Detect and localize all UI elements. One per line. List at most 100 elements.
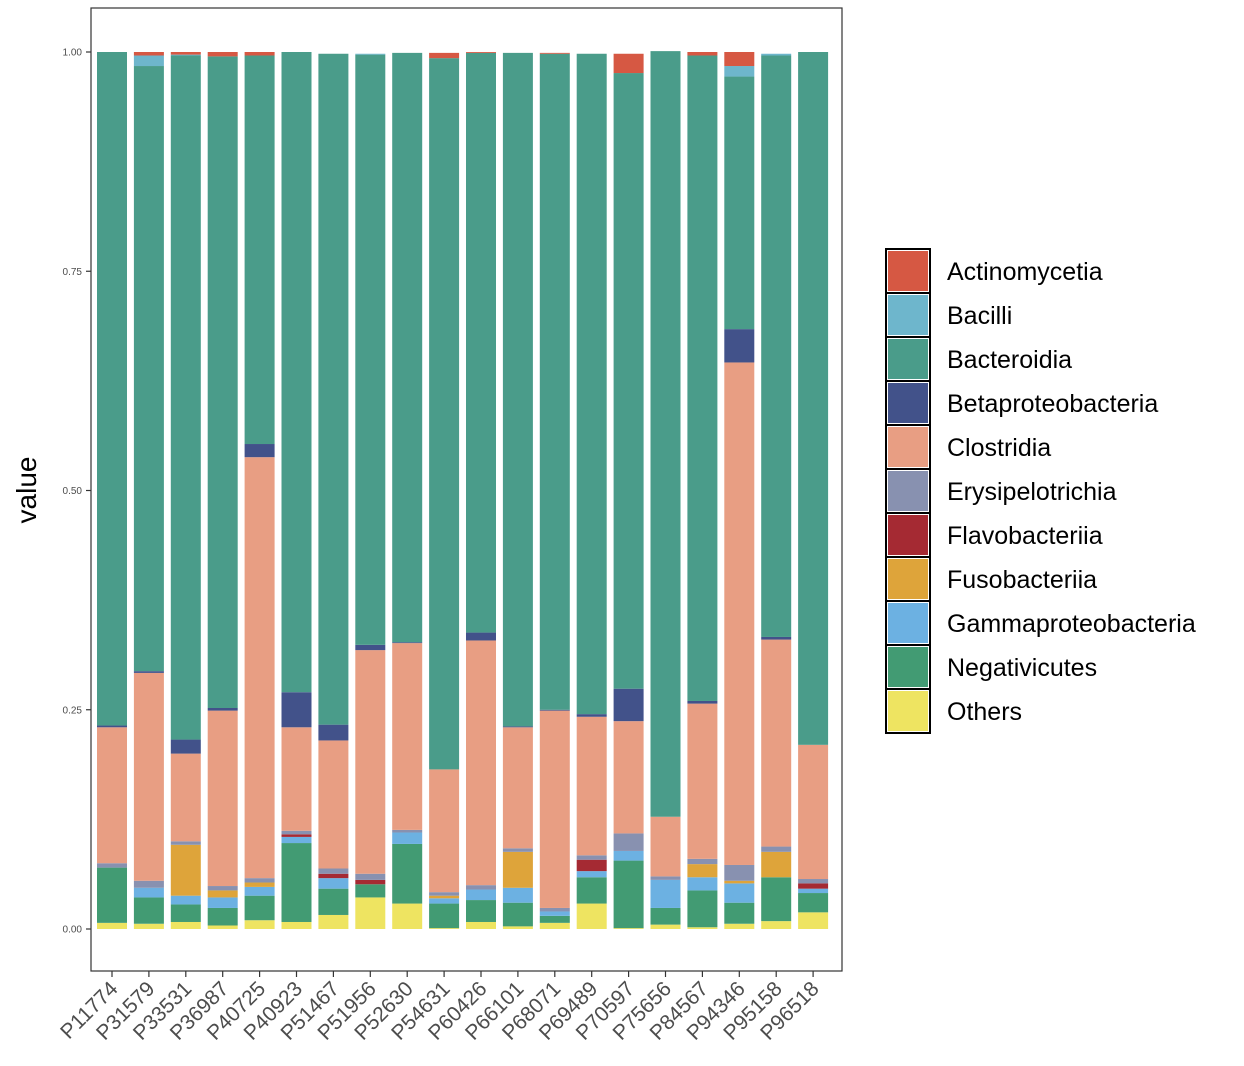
bar-segment-P40725-betaproteobacteria (244, 444, 275, 458)
y-axis-title: value (11, 457, 42, 524)
bar-segment-P54631-gammaproteobacteria (429, 898, 460, 904)
bar-segment-P52630-gammaproteobacteria (392, 832, 423, 844)
bar-segment-P36987-actinomycetia (207, 52, 238, 57)
bar-segment-P54631-clostridia (429, 769, 460, 893)
bar-segment-P75656-others (650, 924, 681, 929)
bar-segment-P51956-flavobacteriia (355, 879, 386, 885)
bar-segment-P52630-bacteroidia (392, 52, 423, 643)
bar-segment-P33531-erysipelotrichia (170, 841, 201, 845)
bar-segment-P95158-clostridia (761, 639, 792, 847)
bar-segment-P40923-clostridia (281, 727, 312, 831)
legend-swatch-fusobacteriia (888, 559, 928, 599)
bar-segment-P60426-actinomycetia (466, 52, 496, 53)
bar-segment-P51956-betaproteobacteria (355, 644, 386, 651)
bar-segment-P66101-bacteroidia (502, 52, 533, 727)
bar-segment-P40923-betaproteobacteria (281, 692, 312, 728)
legend-swatch-actinomycetia (888, 251, 928, 291)
bar-segment-P94346-betaproteobacteria (724, 329, 755, 363)
bar-segment-P66101-others (502, 926, 533, 929)
bar-segment-P94346-negativicutes (724, 902, 755, 924)
bar-segment-P95158-erysipelotrichia (761, 846, 792, 852)
bar-segment-P60426-others (466, 921, 496, 929)
bar-segment-P11774-betaproteobacteria (97, 725, 127, 728)
bar-segment-P60426-gammaproteobacteria (466, 889, 496, 901)
bar-segment-P69489-negativicutes (576, 877, 607, 904)
bar-segment-P40923-erysipelotrichia (281, 830, 312, 835)
bar-segment-P33531-clostridia (170, 753, 201, 842)
bar-segment-P70597-actinomycetia (613, 53, 644, 74)
bar-segment-P40923-flavobacteriia (281, 834, 312, 837)
bar-segment-P95158-bacteroidia (761, 55, 792, 637)
bar-segment-P69489-flavobacteriia (576, 859, 607, 872)
bar-segment-P40725-clostridia (244, 457, 275, 879)
legend-label-betaproteobacteria: Betaproteobacteria (947, 390, 1158, 418)
legend-swatch-betaproteobacteria (888, 383, 928, 423)
bar-segment-P70597-betaproteobacteria (613, 688, 644, 722)
bar-segment-P84567-others (687, 927, 718, 929)
bar-segment-P33531-gammaproteobacteria (170, 895, 201, 905)
bar-segment-P69489-erysipelotrichia (576, 855, 607, 860)
bar-segment-P94346-clostridia (724, 362, 755, 865)
bar-segment-P75656-erysipelotrichia (650, 876, 681, 880)
bar-segment-P54631-bacteroidia (429, 58, 460, 770)
bar-segment-P60426-clostridia (466, 640, 496, 886)
bar-segment-P51956-others (355, 897, 386, 929)
bar-segment-P51956-clostridia (355, 650, 386, 874)
bar-segment-P95158-betaproteobacteria (761, 636, 792, 640)
bar-segment-P70597-clostridia (613, 721, 644, 834)
bar-segment-P94346-bacilli (724, 66, 755, 77)
bar-segment-P54631-actinomycetia (429, 52, 460, 59)
bar-segment-P40923-negativicutes (281, 843, 312, 922)
bar-segment-P33531-fusobacteriia (170, 844, 201, 896)
bar-segment-P66101-betaproteobacteria (502, 726, 533, 728)
legend-swatch-others (888, 691, 928, 731)
bar-segment-P84567-actinomycetia (687, 52, 718, 56)
bar-segment-P95158-fusobacteriia (761, 851, 792, 878)
bar-segment-P94346-gammaproteobacteria (724, 883, 755, 903)
bar-segment-P68071-erysipelotrichia (539, 907, 570, 912)
bar-segment-P40923-others (281, 921, 312, 929)
bar-segment-P40725-bacteroidia (244, 55, 275, 445)
bar-segment-P69489-bacteroidia (576, 53, 607, 715)
y-axis: 0.00 0.25 0.50 0.75 1.00 (63, 48, 91, 936)
bar-segment-P84567-betaproteobacteria (687, 700, 718, 704)
bar-segment-P51467-erysipelotrichia (318, 868, 349, 874)
bar-segment-P68071-negativicutes (539, 915, 570, 923)
bar-segment-P36987-erysipelotrichia (207, 886, 238, 891)
bar-segment-P68071-betaproteobacteria (539, 709, 570, 711)
bar-segment-P94346-bacteroidia (724, 76, 755, 330)
bar-segment-P52630-betaproteobacteria (392, 642, 423, 644)
bar-segment-P96518-bacteroidia (798, 52, 829, 745)
bar-segment-P60426-bacteroidia (466, 52, 496, 633)
bar-segment-P68071-gammaproteobacteria (539, 911, 570, 916)
x-axis: P11774P31579P33531P36987P40725P40923P514… (56, 971, 824, 1045)
bar-segment-P31579-betaproteobacteria (133, 671, 164, 673)
bar-segment-P96518-flavobacteriia (798, 883, 829, 889)
bar-segment-P52630-others (392, 903, 423, 929)
bar-segment-P96518-erysipelotrichia (798, 879, 829, 884)
bar-segment-P40725-negativicutes (244, 895, 275, 921)
bar-segment-P54631-erysipelotrichia (429, 892, 460, 896)
bar-segment-P94346-erysipelotrichia (724, 864, 755, 881)
bar-segment-P84567-negativicutes (687, 890, 718, 928)
bar-segment-P68071-clostridia (539, 710, 570, 908)
bar-segment-P69489-others (576, 903, 607, 929)
bar-segment-P31579-bacilli (133, 55, 164, 67)
bar-segment-P66101-fusobacteriia (502, 851, 533, 888)
bar-segment-P75656-bacteroidia (650, 51, 681, 817)
bar-segment-P51956-negativicutes (355, 884, 386, 898)
y-tick-label: 0.50 (63, 486, 83, 497)
bar-segment-P70597-erysipelotrichia (613, 833, 644, 851)
bar-segment-P94346-actinomycetia (724, 52, 755, 67)
bar-segment-P51467-negativicutes (318, 888, 349, 915)
bar-segment-P40923-bacteroidia (281, 52, 312, 693)
bar-segment-P69489-betaproteobacteria (576, 714, 607, 717)
bar-segment-P31579-clostridia (133, 672, 164, 881)
legend-label-bacteroidia: Bacteroidia (947, 346, 1072, 374)
legend-swatch-erysipelotrichia (888, 471, 928, 511)
bar-segment-P75656-gammaproteobacteria (650, 879, 681, 908)
legend-swatch-flavobacteriia (888, 515, 928, 555)
bar-segment-P51467-others (318, 914, 349, 929)
bar-segment-P36987-gammaproteobacteria (207, 897, 238, 908)
bar-segment-P68071-others (539, 922, 570, 929)
